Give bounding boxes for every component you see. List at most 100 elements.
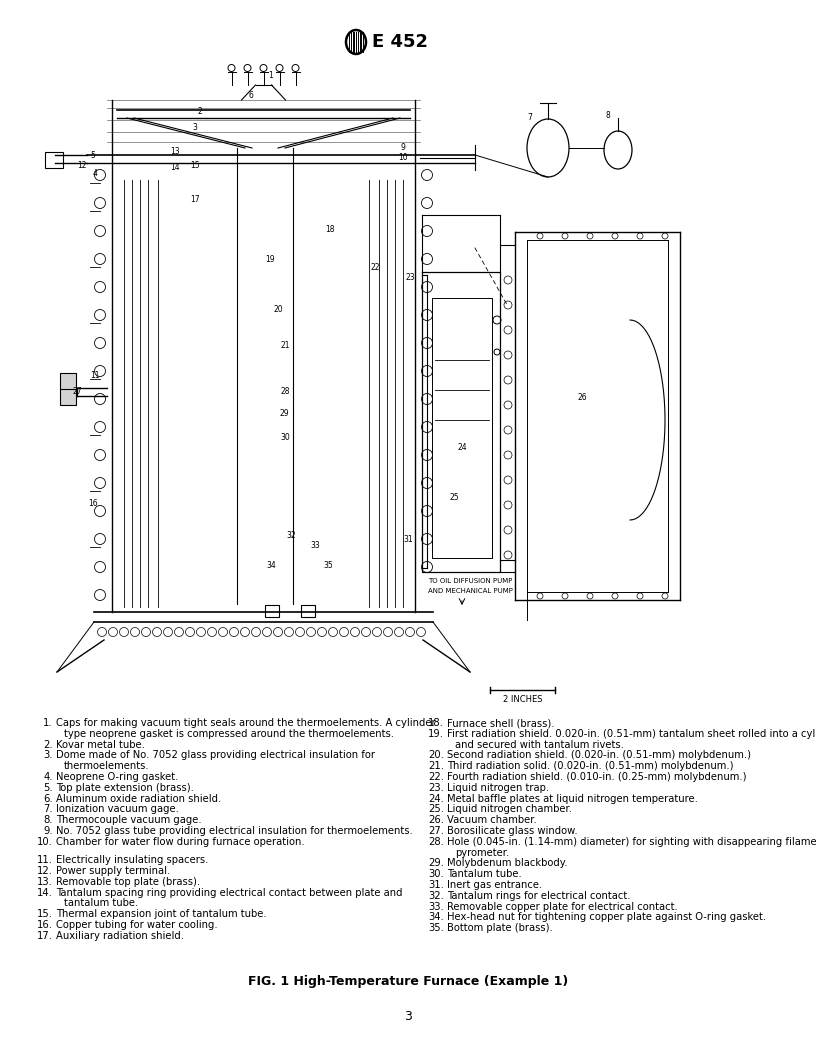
Text: Second radiation shield. (0.020-in. (0.51-mm) molybdenum.): Second radiation shield. (0.020-in. (0.5… — [447, 751, 751, 760]
Circle shape — [504, 276, 512, 284]
Circle shape — [504, 401, 512, 409]
Text: 7: 7 — [528, 113, 532, 122]
Circle shape — [339, 627, 348, 637]
Circle shape — [494, 348, 500, 355]
Bar — [45, 152, 63, 168]
Text: Kovar metal tube.: Kovar metal tube. — [56, 739, 145, 750]
Circle shape — [95, 477, 105, 489]
Text: Molybdenum blackbody.: Molybdenum blackbody. — [447, 859, 567, 868]
Circle shape — [504, 551, 512, 559]
Circle shape — [422, 365, 432, 377]
Text: Dome made of No. 7052 glass providing electrical insulation for: Dome made of No. 7052 glass providing el… — [56, 751, 375, 760]
Circle shape — [422, 197, 432, 208]
Circle shape — [406, 627, 415, 637]
Text: 9: 9 — [401, 144, 406, 152]
Circle shape — [141, 627, 150, 637]
Text: Liquid nitrogen chamber.: Liquid nitrogen chamber. — [447, 805, 572, 814]
Text: 8: 8 — [605, 112, 610, 120]
Text: 28: 28 — [280, 388, 290, 396]
Text: FIG. 1 High-Temperature Furnace (Example 1): FIG. 1 High-Temperature Furnace (Example… — [248, 975, 568, 988]
Text: First radiation shield. 0.020-in. (0.51-mm) tantalum sheet rolled into a cylinde: First radiation shield. 0.020-in. (0.51-… — [447, 729, 816, 739]
Text: Tantalum tube.: Tantalum tube. — [447, 869, 521, 880]
Circle shape — [197, 627, 206, 637]
Text: E 452: E 452 — [372, 33, 428, 51]
Circle shape — [95, 338, 105, 348]
Circle shape — [422, 506, 432, 516]
Ellipse shape — [527, 119, 569, 177]
Circle shape — [207, 627, 216, 637]
Circle shape — [95, 365, 105, 377]
Circle shape — [241, 627, 250, 637]
Text: 5.: 5. — [43, 782, 53, 793]
Circle shape — [537, 593, 543, 599]
Text: 4.: 4. — [43, 772, 53, 782]
Circle shape — [131, 627, 140, 637]
Text: 7.: 7. — [43, 805, 53, 814]
Text: 11.: 11. — [37, 855, 53, 865]
Circle shape — [292, 64, 299, 72]
Text: 18: 18 — [326, 226, 335, 234]
Circle shape — [251, 627, 260, 637]
Text: 25: 25 — [449, 493, 459, 503]
Text: 1.: 1. — [43, 718, 53, 728]
Text: 35.: 35. — [428, 923, 444, 934]
Circle shape — [537, 233, 543, 239]
Circle shape — [662, 593, 668, 599]
Text: 13: 13 — [171, 148, 180, 156]
Text: 3: 3 — [193, 124, 197, 132]
Text: 26.: 26. — [428, 815, 444, 825]
Text: 34: 34 — [266, 562, 276, 570]
Text: 28.: 28. — [428, 836, 444, 847]
Circle shape — [95, 533, 105, 545]
Text: 20: 20 — [273, 305, 283, 315]
Text: pyrometer.: pyrometer. — [455, 848, 509, 857]
Circle shape — [504, 501, 512, 509]
Circle shape — [244, 64, 251, 72]
Circle shape — [422, 450, 432, 460]
Text: 21: 21 — [280, 340, 290, 350]
Text: Borosilicate glass window.: Borosilicate glass window. — [447, 826, 578, 836]
Text: Power supply terminal.: Power supply terminal. — [56, 866, 171, 876]
Circle shape — [276, 64, 283, 72]
Circle shape — [307, 627, 316, 637]
Circle shape — [416, 627, 425, 637]
Circle shape — [394, 627, 403, 637]
Circle shape — [95, 450, 105, 460]
Text: 19: 19 — [265, 256, 275, 264]
Text: Chamber for water flow during furnace operation.: Chamber for water flow during furnace op… — [56, 836, 304, 847]
Text: 32: 32 — [286, 530, 296, 540]
Text: 26: 26 — [577, 394, 587, 402]
Circle shape — [273, 627, 282, 637]
Circle shape — [504, 351, 512, 359]
Circle shape — [119, 627, 128, 637]
Text: Auxiliary radiation shield.: Auxiliary radiation shield. — [56, 930, 184, 941]
Text: Ionization vacuum gage.: Ionization vacuum gage. — [56, 805, 179, 814]
Text: 16: 16 — [88, 498, 98, 508]
Circle shape — [317, 627, 326, 637]
Text: 15.: 15. — [37, 909, 53, 919]
Text: 22.: 22. — [428, 772, 444, 782]
Text: Metal baffle plates at liquid nitrogen temperature.: Metal baffle plates at liquid nitrogen t… — [447, 794, 698, 804]
Text: Thermal expansion joint of tantalum tube.: Thermal expansion joint of tantalum tube… — [56, 909, 267, 919]
Text: 16.: 16. — [37, 920, 53, 930]
Circle shape — [185, 627, 194, 637]
Circle shape — [587, 233, 593, 239]
Text: No. 7052 glass tube providing electrical insulation for thermoelements.: No. 7052 glass tube providing electrical… — [56, 826, 413, 836]
Circle shape — [504, 326, 512, 334]
Text: 31.: 31. — [428, 880, 444, 890]
Text: 11: 11 — [91, 371, 100, 379]
Circle shape — [260, 64, 267, 72]
Circle shape — [361, 627, 370, 637]
Text: 2 INCHES: 2 INCHES — [503, 695, 543, 704]
Text: TO OIL DIFFUSION PUMP: TO OIL DIFFUSION PUMP — [428, 578, 512, 584]
Circle shape — [504, 426, 512, 434]
Circle shape — [95, 226, 105, 237]
Bar — [265, 605, 279, 617]
Circle shape — [95, 309, 105, 321]
Text: tantalum tube.: tantalum tube. — [64, 899, 138, 908]
Circle shape — [504, 451, 512, 459]
Text: 33: 33 — [310, 541, 320, 549]
Text: Hole (0.045-in. (1.14-mm) diameter) for sighting with disappearing filament: Hole (0.045-in. (1.14-mm) diameter) for … — [447, 836, 816, 847]
Text: 20.: 20. — [428, 751, 444, 760]
Circle shape — [263, 627, 272, 637]
